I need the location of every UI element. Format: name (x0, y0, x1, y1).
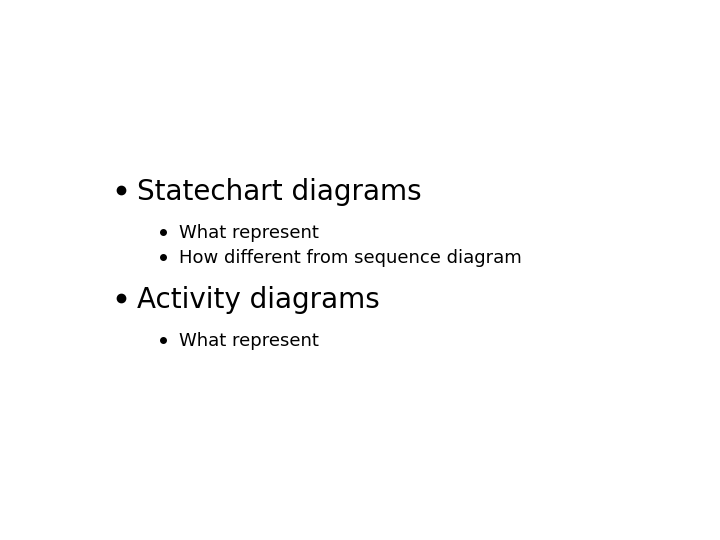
Text: Activity diagrams: Activity diagrams (138, 286, 380, 314)
Text: Statechart diagrams: Statechart diagrams (138, 178, 422, 206)
Text: How different from sequence diagram: How different from sequence diagram (179, 249, 522, 267)
Text: What represent: What represent (179, 224, 319, 242)
Text: What represent: What represent (179, 332, 319, 350)
